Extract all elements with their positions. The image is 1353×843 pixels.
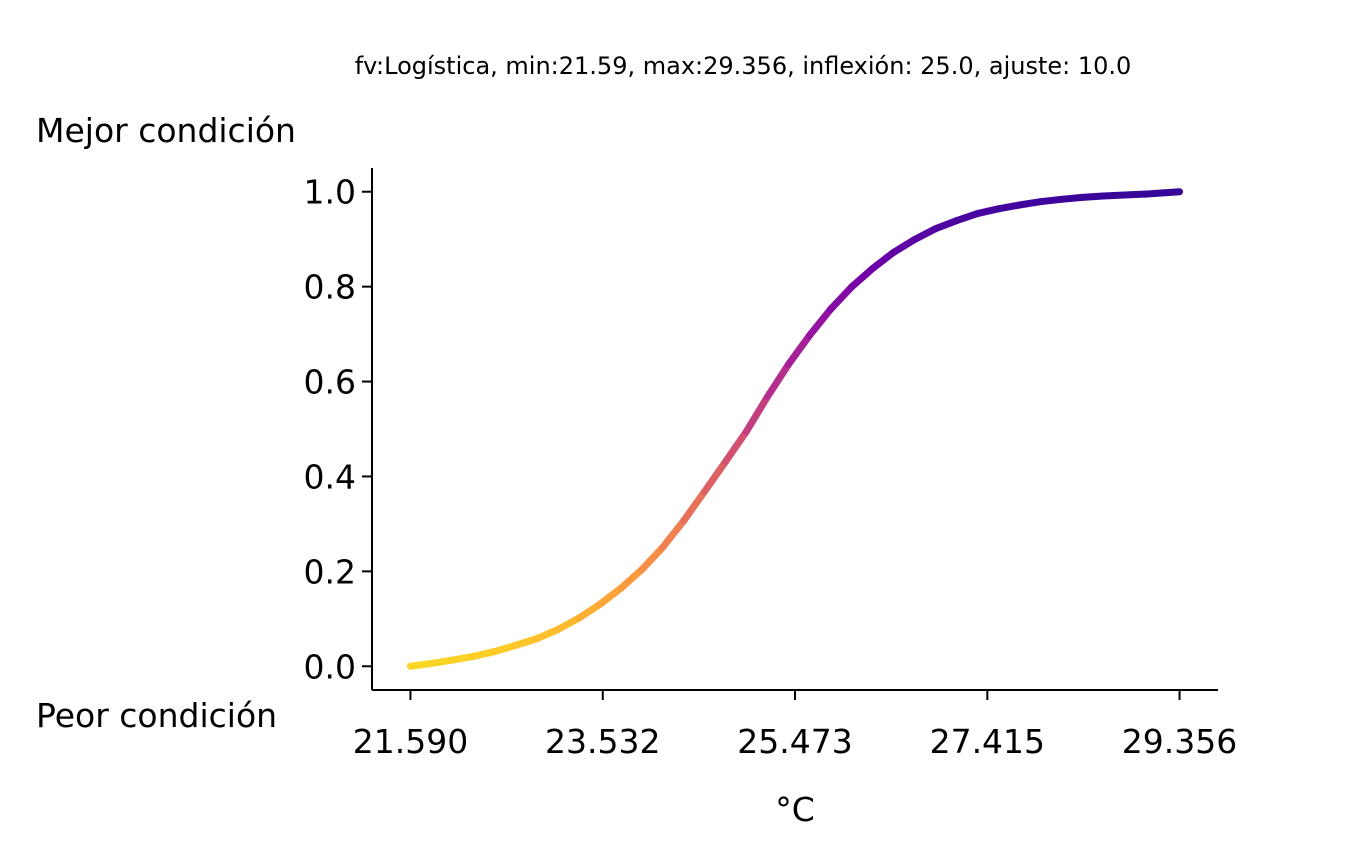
x-tick-label: 25.473 <box>737 722 852 761</box>
curve-segment <box>491 641 520 656</box>
curve-segment <box>1099 191 1128 200</box>
curve-segment <box>889 236 918 256</box>
curve-segment <box>847 265 876 291</box>
curve-segment <box>868 248 897 273</box>
axes-layer <box>371 168 1218 691</box>
curve-segment <box>973 205 1002 218</box>
x-ticks-layer: 21.590 23.532 25.473 27.415 29.356 <box>353 690 1237 761</box>
worst-condition-label: Peor condición <box>36 696 277 735</box>
curve-segment <box>784 332 813 368</box>
curve-segment <box>1015 198 1044 209</box>
curve-segment <box>512 635 541 649</box>
curve-segment <box>658 517 687 552</box>
y-tick-label: 1.0 <box>304 173 356 212</box>
y-tick-label: 0.0 <box>304 647 356 686</box>
curve-segment <box>1120 190 1149 199</box>
curve-segment <box>1141 188 1184 198</box>
y-tick-label: 0.6 <box>304 363 356 402</box>
curve-layer <box>406 188 1184 670</box>
curve-segment <box>533 626 562 643</box>
curve-segment <box>1057 193 1086 203</box>
x-tick-label: 21.590 <box>353 722 468 761</box>
curve-segment <box>554 614 583 634</box>
x-tick-label: 27.415 <box>930 722 1045 761</box>
curve-segment <box>617 566 645 592</box>
y-ticks-layer: 0.0 0.2 0.4 0.6 0.8 1.0 <box>304 173 372 686</box>
y-tick-label: 0.4 <box>304 457 356 496</box>
curve-segment <box>1036 195 1065 206</box>
curve-segment <box>994 201 1023 213</box>
curve-segment <box>805 305 834 340</box>
curve-segment <box>679 488 708 525</box>
chart-title: fv:Logística, min:21.59, max:29.356, inf… <box>355 52 1132 80</box>
y-tick-label: 0.8 <box>304 268 356 307</box>
curve-segment <box>470 648 499 660</box>
curve-segment <box>637 544 666 574</box>
curve-segment <box>427 656 457 667</box>
curve-segment <box>575 601 604 622</box>
curve-segment <box>449 652 478 664</box>
x-tick-label: 23.532 <box>545 722 660 761</box>
x-axis-label: °C <box>775 790 815 829</box>
curve-segment <box>596 584 625 609</box>
curve-segment <box>826 283 855 313</box>
curve-segment <box>742 393 771 435</box>
curve-segment <box>700 458 729 496</box>
curve-segment <box>910 225 939 244</box>
curve-segment <box>721 427 750 466</box>
curve-segment <box>763 360 792 401</box>
curve-segment <box>406 659 435 670</box>
best-condition-label: Mejor condición <box>36 111 296 150</box>
curve-segment <box>952 210 981 225</box>
y-tick-label: 0.2 <box>304 552 356 591</box>
curve-segment <box>1078 192 1107 201</box>
curve-segment <box>931 217 960 233</box>
x-tick-label: 29.356 <box>1122 722 1237 761</box>
